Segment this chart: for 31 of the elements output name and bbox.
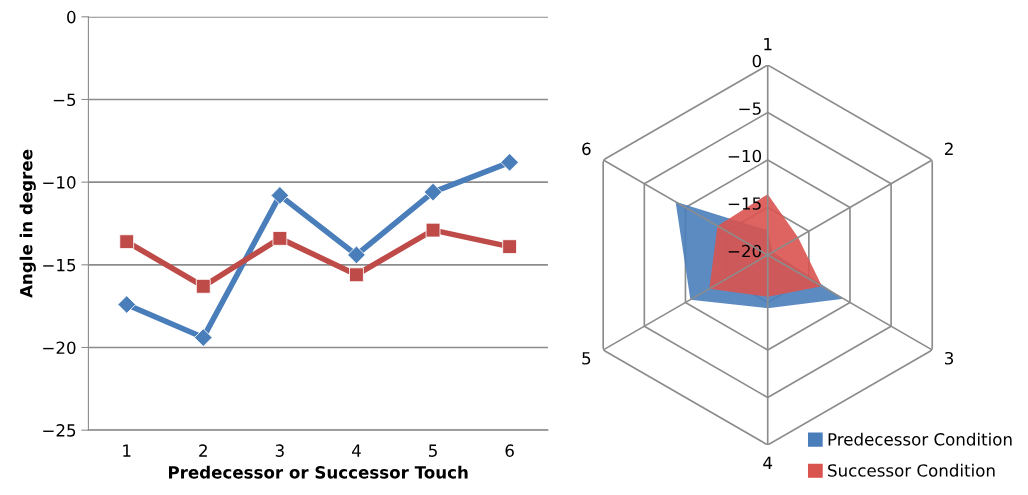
x-tick-label: 5	[429, 444, 437, 457]
spoke-label: 6	[582, 142, 591, 156]
legend-label: Successor Condition	[828, 463, 995, 477]
spoke-label: 4	[763, 456, 773, 470]
x-tick-label: 4	[351, 444, 361, 457]
y-tick-label: −10	[43, 176, 76, 189]
y-tick-label: 0	[752, 54, 762, 68]
point	[270, 186, 290, 205]
y-tick-label: 0	[67, 10, 76, 24]
y-tick-label: −5	[53, 93, 76, 107]
x-tick-label: 1	[123, 444, 131, 457]
y-tick-label: −10	[728, 149, 762, 163]
x-axis-title: Predecessor or Successor Touch	[169, 465, 468, 479]
y-tick-label: −25	[43, 424, 76, 437]
legend-label: Predecessor Condition	[828, 432, 1012, 446]
y-tick-label: −15	[43, 259, 76, 272]
y-tick-label: −20	[43, 341, 76, 355]
y-axis-title: Angle in degree	[19, 149, 36, 298]
x-tick-label: 3	[275, 444, 284, 457]
point	[117, 295, 136, 314]
spoke-label: 2	[944, 142, 953, 155]
point	[272, 231, 288, 246]
spoke-label: 3	[945, 351, 954, 365]
spoke-label: 5	[582, 352, 591, 365]
x-tick-label: 2	[199, 444, 207, 457]
spoke-label: 1	[764, 38, 772, 51]
y-tick-label: −5	[739, 102, 761, 115]
y-tick-label: −20	[728, 244, 762, 258]
point	[347, 245, 366, 265]
point	[425, 222, 441, 238]
x-tick-label: 6	[505, 444, 514, 457]
